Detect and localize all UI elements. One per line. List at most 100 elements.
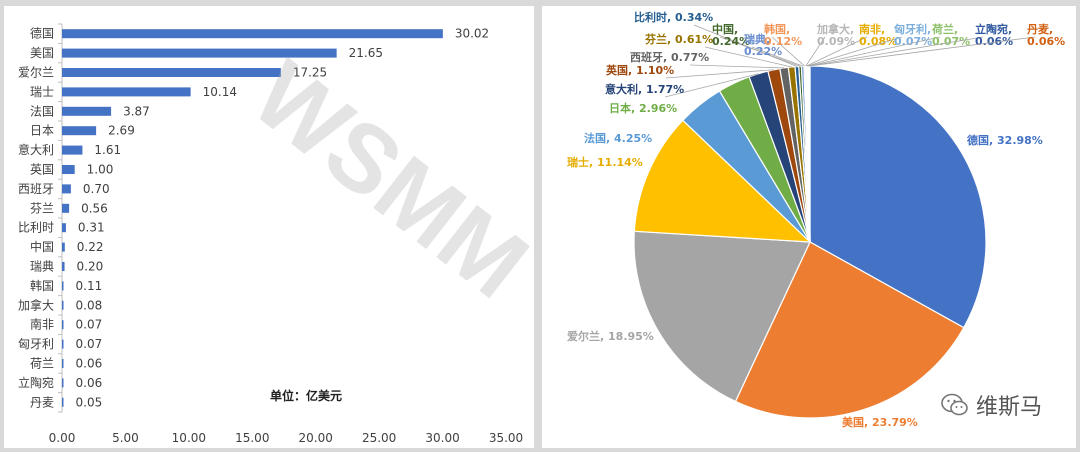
leader-line [809,36,1036,67]
pie-data-label: 芬兰, 0.61% [644,32,713,46]
bar-data-label: 0.56 [81,201,108,215]
x-tick-label: 15.00 [235,431,269,445]
bar-data-label: 0.07 [76,337,103,351]
leader-line [751,46,803,67]
bar-data-label: 0.06 [76,357,103,371]
bar [62,29,443,39]
wechat-icon [941,393,968,416]
y-tick-label: 匈牙利 [18,337,54,351]
leader-line [704,46,792,68]
y-tick-label: 德国 [30,26,54,41]
bar-data-label: 1.61 [94,143,121,157]
bar-data-label: 21.65 [349,46,383,60]
leader-line [719,36,801,67]
bar-data-label: 0.11 [76,279,103,293]
pie-data-label: 意大利, 1.77% [605,82,684,96]
y-tick-label: 瑞典 [30,260,54,274]
pie-slice [633,119,812,243]
bar [62,242,65,252]
bar [62,281,64,291]
bar [62,378,64,388]
x-tick-label: 25.00 [362,431,396,445]
pie-data-label: 爱尔兰, 18.95% [567,329,654,343]
pie-data-label: 西班牙, 0.77% [630,50,709,64]
leader-line [771,36,805,67]
bar-data-label: 0.05 [76,395,103,409]
pie-slice [734,241,965,419]
x-tick-label: 20.00 [299,431,333,445]
leader-line [664,73,759,98]
pie-data-label: 中国, 0.24% [712,22,750,48]
pie-data-label: 匈牙利, 0.07% [894,22,932,48]
leader-line [665,69,774,79]
bar [62,68,281,77]
pie-chart: 德国, 32.98% 美国, 23.79% 爱尔兰, 18.95% 瑞士, 11.14… [567,10,1065,429]
bar [62,300,64,310]
bar [62,339,64,349]
bar [62,359,64,368]
bar-chart-panel: 德国 30.02 美国 21.65 爱尔兰 17.25 瑞士 10.14 法国 3.87 日本 2.6… [4,6,534,448]
y-tick-label: 中国 [30,239,54,254]
pie-chart-panel: 德国, 32.98% 美国, 23.79% 爱尔兰, 18.95% 瑞士, 11.14… [542,6,1076,448]
pie-data-label: 丹麦, 0.06% [1027,22,1065,48]
bar-data-label: 0.06 [76,376,103,390]
y-tick-label: 美国 [30,46,54,60]
leader-line [808,36,941,67]
y-tick-label: 爱尔兰 [18,65,54,80]
pie-data-label: 日本, 2.96% [609,101,677,115]
bar-data-label: 0.22 [77,240,104,254]
bar [62,165,75,174]
y-tick-label: 芬兰 [30,201,54,215]
y-tick-label: 比利时 [18,221,54,235]
pie-data-label: 加拿大, 0.09% [816,22,855,48]
pie-data-label: 美国, 23.79% [842,415,918,429]
bar-data-label: 17.25 [293,66,327,80]
brand-name: 维斯马 [975,395,1042,420]
pie-data-label: 荷兰, 0.07% [931,22,970,48]
bar [62,87,191,97]
leader-line [805,36,826,67]
bar-data-label: 0.20 [77,260,104,274]
bar-data-label: 0.70 [83,182,110,196]
x-tick-label: 10.00 [172,431,206,445]
y-tick-label: 英国 [30,163,54,177]
bar-data-label: 10.14 [203,85,237,99]
bar-data-label: 30.02 [455,27,489,41]
x-tick-label: 0.00 [49,431,76,445]
bar-chart: 德国 30.02 美国 21.65 爱尔兰 17.25 瑞士 10.14 法国 3.87 日本 2.6… [18,23,523,445]
leader-line [693,24,798,67]
y-tick-label: 南非 [30,317,54,332]
leader-line [806,36,868,67]
x-tick-label: 5.00 [112,431,139,445]
pie-data-label: 英国, 1.10% [605,63,674,77]
bar [62,106,112,116]
pie-data-label: 比利时, 0.34% [634,10,713,24]
bar [62,184,71,194]
pie-data-label: 南非, 0.08% [859,22,897,48]
y-tick-label: 荷兰 [30,357,54,371]
bar [62,145,83,155]
y-tick-label: 日本 [30,124,54,138]
pie-slice [808,65,811,243]
y-tick-label: 加拿大 [18,297,54,312]
bar [62,397,64,407]
bar-data-label: 0.31 [78,221,105,235]
bar [62,203,70,213]
y-tick-label: 西班牙 [18,182,54,196]
pie-data-label: 立陶宛, 0.06% [975,22,1013,48]
bar [62,126,97,136]
y-tick-label: 意大利 [18,142,54,157]
x-tick-label: 30.00 [425,431,459,445]
pie-data-label: 韩国, 0.12% [764,22,802,48]
leader-line [689,64,785,69]
pie-data-label: 法国, 4.25% [584,131,652,145]
unit-annotation: 单位：亿美元 [270,388,342,403]
pie-slice [809,65,987,329]
pie-data-label: 瑞典, 0.22% [744,32,782,58]
bar-data-label: 1.00 [87,163,114,177]
brand: 维斯马 [940,389,1042,421]
bar [62,262,65,271]
pie-data-label: 瑞士, 11.14% [567,155,643,169]
leader-line [808,36,984,67]
bar [62,320,64,330]
